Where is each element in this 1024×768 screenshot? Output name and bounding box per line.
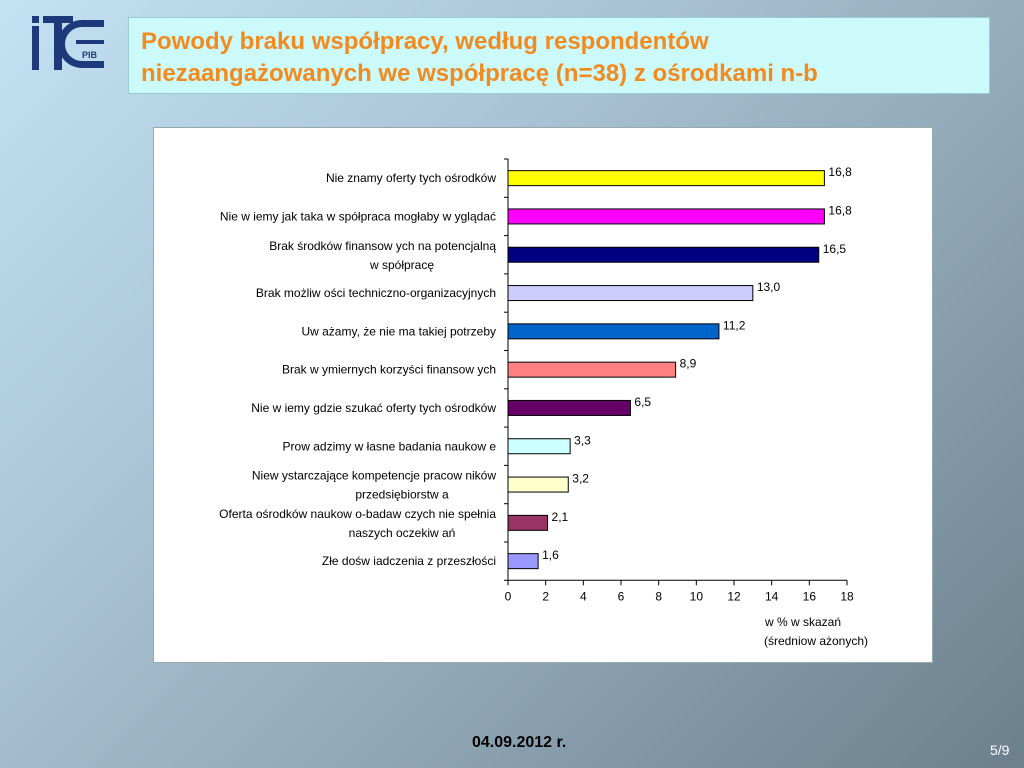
category-label: Prow adzimy w łasne badania naukow e [283,439,497,453]
category-label: Brak środków finansow ych na potencjalną [269,239,496,253]
bar-value-label: 3,3 [574,433,591,447]
bar-value-label: 13,0 [757,280,781,294]
page-number: 5/9 [990,742,1010,758]
bar [507,170,825,187]
title-line-1: Powody braku współpracy, według responde… [141,28,709,55]
bar [507,438,571,455]
bar [507,553,539,570]
x-tick-label: 2 [542,589,549,603]
x-tick-label: 16 [803,589,817,603]
category-label-line-2: w spółpracę [369,258,434,272]
bar-value-label: 16,8 [828,165,852,179]
bar [507,323,720,340]
bar-value-label: 16,5 [823,242,847,256]
bar-chart: 16,8 16,8 16,5 13,0 11,2 8,9 6,5 3,3 3,2 2,1 1,6 N… [219,158,868,648]
bar [507,476,569,493]
x-tick-label: 12 [727,589,741,603]
bar-value-label: 16,8 [828,203,852,217]
bar-value-label: 8,9 [680,357,697,371]
x-axis-title-line-1: w % w skazań [764,615,841,629]
x-axis-title-line-2: (średniow ażonych) [764,634,868,648]
chart-x-ticks: 0 2 4 6 8 10 12 14 16 18 [505,580,854,603]
category-label: Brak możliw ości techniczno-organizacyjn… [256,286,496,300]
logo-pib-text: PIB [82,50,98,60]
category-label: Nie znamy oferty tych ośrodków [326,171,496,185]
chart-panel: 16,8 16,8 16,5 13,0 11,2 8,9 6,5 3,3 3,2 2,1 1,6 N… [153,127,933,663]
bar-value-label: 6,5 [634,395,651,409]
bar [507,208,825,225]
x-tick-label: 8 [655,589,662,603]
category-label: Nie w iemy gdzie szukać oferty tych ośro… [251,401,496,415]
bar-value-label: 2,1 [552,510,569,524]
x-tick-label: 18 [840,589,854,603]
category-label: Nie w iemy jak taka w spółpraca mogłaby … [220,209,496,223]
bar-value-label: 11,2 [723,318,746,332]
category-label-line-2: przedsiębiorstw a [355,488,449,502]
bar-value-label: 3,2 [572,472,589,486]
bar [507,399,631,416]
page-title: Powody braku współpracy, według responde… [141,26,977,90]
chart-bars: 16,8 16,8 16,5 13,0 11,2 8,9 6,5 3,3 3,2 2,1 1,6 [507,165,852,570]
x-tick-label: 10 [690,589,704,603]
category-label: Złe dośw iadczenia z przeszłości [322,554,496,568]
bar [507,246,820,263]
footer-date: 04.09.2012 r. [472,734,567,751]
x-tick-label: 14 [765,589,779,603]
category-label: Brak w ymiernych korzyści finansow ych [282,363,496,377]
category-label: Oferta ośrodków naukow o-badaw czych nie… [219,507,496,521]
bar [507,361,677,378]
bar [507,514,549,531]
category-label: Niew ystarczające kompetencje pracow nik… [252,469,496,483]
x-tick-label: 0 [505,589,512,603]
chart-category-labels: Nie znamy oferty tych ośrodków Nie w iemy… [219,171,496,568]
category-label: Uw ażamy, że nie ma takiej potrzeby [301,324,496,338]
x-tick-label: 4 [580,589,587,603]
title-line-2: niezaangażowanych we współpracę (n=38) z… [141,60,818,87]
x-tick-label: 6 [618,589,625,603]
bar [507,285,754,302]
category-label-line-2: naszych oczekiw ań [349,526,456,540]
bar-value-label: 1,6 [542,548,559,562]
itee-pib-logo-icon: PIB [32,16,106,72]
title-box: Powody braku współpracy, według responde… [128,17,990,94]
